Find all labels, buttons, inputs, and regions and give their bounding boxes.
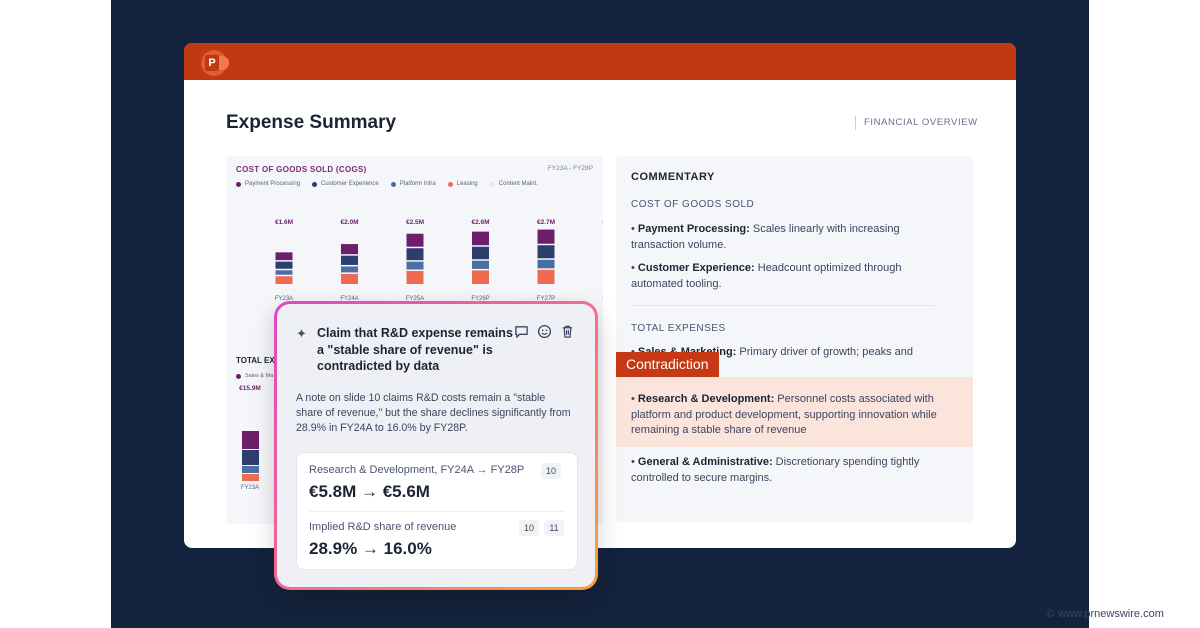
bar-segment (275, 261, 293, 269)
legend-item: Customer Experience (312, 181, 379, 187)
cogs-commentary-heading: COST OF GOODS SOLD (631, 199, 755, 210)
legend-dot-icon (390, 181, 396, 187)
contradiction-tag[interactable]: Contradiction (616, 352, 719, 377)
legend-item: Leasing (447, 181, 478, 187)
bar-segment (472, 231, 489, 246)
x-tick-label: FY26P (471, 296, 489, 302)
bar-segment (341, 273, 358, 284)
x-tick-label: FY25A (406, 296, 424, 302)
sparkle-icon: ✦ (296, 326, 307, 341)
metric-label: Research & Development, FY24A → FY28P (309, 464, 525, 476)
legend-label: Payment Processing (245, 181, 301, 187)
watermark: © www.prnewswire.com (1046, 606, 1168, 620)
bar-segment (406, 261, 424, 270)
legend-dot-icon (236, 181, 241, 187)
trash-icon[interactable] (560, 324, 575, 339)
legend-label: Leasing (456, 181, 478, 187)
bar-segment (275, 270, 293, 275)
data-label: €1.6M (275, 219, 293, 226)
divider (309, 511, 565, 512)
legend-dot-icon (489, 181, 495, 187)
slide-ref-badge[interactable]: 10 (519, 520, 540, 536)
metric-value: 28.9% → 16.0% (309, 539, 432, 558)
bar-segment (341, 244, 358, 255)
copyright-icon: © (1046, 608, 1055, 620)
legend-label: Sales & Ma (245, 373, 274, 379)
x-tick-label: FY23A (275, 296, 293, 302)
legend-dot-icon (312, 181, 318, 187)
slide-ref-badge[interactable]: 10 (541, 463, 562, 479)
bar-segment (537, 229, 555, 244)
commentary-item: • Customer Experience: Headcount optimiz… (631, 262, 902, 290)
bar-segment (406, 248, 424, 261)
legend-item: Content Maint. (489, 181, 538, 187)
issue-title: Claim that R&D expense remains a "stable… (317, 326, 513, 373)
bar-segment (537, 245, 555, 259)
bar-segment (275, 276, 293, 284)
bar-segment (341, 255, 358, 265)
metrics-box: Research & Development, FY24A → FY28P 10… (296, 452, 578, 570)
total-expenses-commentary-heading: TOTAL EXPENSES (631, 323, 726, 334)
cogs-legend: Payment Processing Customer Experience P… (236, 181, 538, 187)
bar-segment (242, 474, 259, 481)
divider (631, 305, 934, 306)
legend-item: Payment Processing (236, 181, 300, 187)
watermark-text: www.prnewswire.com (1058, 608, 1164, 620)
cogs-chart-title: COST OF GOODS SOLD (COGS) (236, 165, 367, 174)
data-label: €2.8M (602, 219, 603, 226)
x-tick-label: FY28P (602, 296, 603, 302)
bar-segment (406, 233, 424, 247)
x-tick-label: FY24A (340, 296, 358, 302)
comment-icon[interactable] (514, 324, 529, 339)
issue-description: A note on slide 10 claims R&D costs rema… (296, 392, 571, 434)
slide-ref-badge[interactable]: 11 (544, 520, 564, 536)
x-tick-label: FY27P (537, 296, 555, 302)
bar-segment (242, 466, 259, 473)
data-label: €2.5M (406, 219, 424, 226)
slide-title: Expense Summary (226, 112, 397, 133)
bar-segment (472, 260, 489, 269)
commentary-heading: COMMENTARY (631, 171, 715, 183)
data-label: €15.9M (239, 385, 261, 392)
card-actions (514, 324, 575, 339)
powerpoint-logo-icon[interactable]: P (201, 50, 229, 76)
commentary-item: • Payment Processing: Scales linearly wi… (631, 223, 900, 251)
legend-label: Content Maint. (498, 181, 538, 187)
presentation-window: P Expense Summary FINANCIAL OVERVIEW COS… (184, 43, 1016, 548)
bar-segment (406, 271, 424, 284)
section-label: FINANCIAL OVERVIEW (855, 116, 978, 130)
commentary-panel: COMMENTARY COST OF GOODS SOLD • Payment … (616, 156, 973, 522)
data-label: €2.6M (471, 219, 489, 226)
smiley-icon[interactable] (537, 324, 552, 339)
commentary-item-highlighted: • Research & Development: Personnel cost… (631, 393, 937, 436)
bar-segment (537, 259, 555, 269)
legend-item: Platform Infra (390, 181, 436, 187)
bar-segment (242, 431, 259, 449)
metric-label: Implied R&D share of revenue (309, 521, 457, 533)
total-expenses-chart-title: TOTAL EX (236, 356, 275, 365)
total-expenses-bar-chart: €15.9M FY23A (239, 385, 261, 491)
contradiction-highlight (616, 377, 973, 447)
commentary-item: • General & Administrative: Discretionar… (631, 456, 920, 484)
data-label: €2.0M (340, 219, 358, 226)
bar-segment (472, 270, 489, 284)
bar-segment (341, 266, 358, 273)
issue-card[interactable]: ✦ Claim that R&D expense remains a "stab… (274, 301, 598, 590)
total-expenses-legend: Sales & Ma (236, 373, 273, 379)
bar-segment (472, 246, 489, 260)
legend-dot-icon (236, 373, 241, 379)
issue-card-inner: ✦ Claim that R&D expense remains a "stab… (277, 304, 595, 587)
cogs-chart-range: FY23A - FY28P (547, 165, 593, 172)
metric-value: €5.8M → €5.6M (309, 482, 430, 501)
bar-segment (242, 450, 259, 465)
legend-label: Platform Infra (399, 181, 436, 187)
x-tick-label: FY23A (241, 485, 259, 491)
legend-dot-icon (447, 181, 453, 187)
data-label: €2.7M (537, 219, 555, 226)
cogs-bar-chart: €1.6M FY23A €2.0M FY24A €2.5M FY25A €2.6M FY26P… (275, 219, 603, 302)
legend-label: Customer Experience (321, 181, 379, 187)
bar-segment (537, 269, 555, 284)
title-bar: P (184, 43, 1016, 80)
bar-segment (275, 252, 293, 261)
